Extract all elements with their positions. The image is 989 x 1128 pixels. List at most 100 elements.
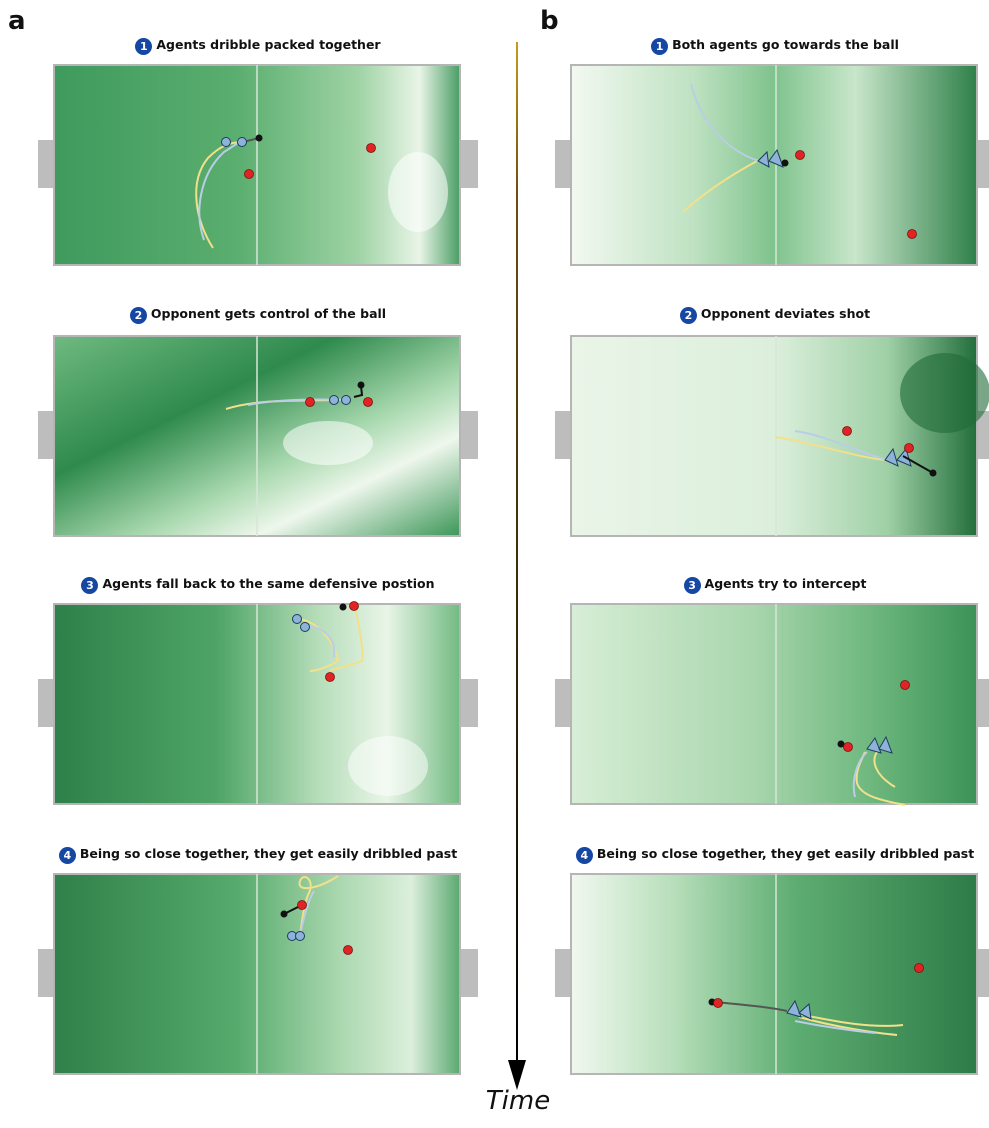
agent-marker-icon: [884, 447, 899, 467]
field-b1: [555, 64, 989, 266]
pitch: [570, 873, 978, 1075]
opponent-dot-icon: [305, 397, 315, 407]
agent-marker-icon: [341, 395, 351, 405]
opponent-dot-icon: [843, 742, 853, 752]
field-a3: [38, 601, 478, 805]
step-badge: 2: [129, 307, 147, 324]
ball-icon: [339, 603, 347, 611]
caption-a3: 3 Agents fall back to the same defensive …: [38, 575, 478, 594]
agent-marker-icon: [866, 736, 882, 754]
panel-label-a: a: [8, 6, 26, 36]
time-arrow-icon: [508, 42, 526, 1090]
pitch: [570, 603, 978, 805]
field-b2: [555, 335, 989, 537]
step-badge: 4: [58, 847, 76, 864]
caption-a1: 1 Agents dribble packed together: [38, 36, 478, 55]
opponent-dot-icon: [343, 945, 353, 955]
opponent-dot-icon: [325, 672, 335, 682]
agent-trail: [682, 160, 758, 213]
agent-trail: [794, 1020, 876, 1034]
ball-icon: [357, 381, 365, 389]
caption-text: Both agents go towards the ball: [672, 37, 899, 52]
goal-right: [977, 411, 989, 459]
agent-trail: [794, 430, 888, 461]
field-a1: [38, 64, 478, 266]
caption-text: Opponent gets control of the ball: [150, 306, 387, 321]
opponent-dot-icon: [900, 680, 910, 690]
agent-marker-icon: [292, 614, 302, 624]
agent-trail: [297, 618, 340, 672]
opponent-dot-icon: [366, 143, 376, 153]
goal-right: [460, 679, 478, 727]
goal-right: [977, 679, 989, 727]
opponent-dot-icon: [914, 963, 924, 973]
step-badge: 3: [81, 577, 99, 594]
caption-b2: 2 Opponent deviates shot: [555, 305, 989, 324]
goal-right: [460, 411, 478, 459]
agent-trail: [299, 890, 315, 936]
goal-left: [38, 679, 56, 727]
opponent-dot-icon: [713, 998, 723, 1008]
agent-trail: [198, 141, 242, 241]
ball-trail: [902, 455, 934, 474]
caption-a2: 2 Opponent gets control of the ball: [38, 305, 478, 324]
caption-b4: 4 Being so close together, they get easil…: [555, 845, 989, 864]
agent-marker-icon: [757, 150, 770, 168]
agent-marker-icon: [768, 148, 784, 168]
agent-marker-icon: [798, 1002, 812, 1020]
caption-text: Being so close together, they get easily…: [596, 846, 975, 861]
agent-trail: [774, 436, 886, 461]
field-a2: [38, 335, 478, 537]
goal-right: [977, 140, 989, 188]
caption-text: Agents dribble packed together: [156, 37, 381, 52]
step-badge: 3: [683, 577, 701, 594]
ball-icon: [929, 469, 937, 477]
caption-b3: 3 Agents try to intercept: [555, 575, 989, 594]
goal-left: [38, 949, 56, 997]
ball-trail: [353, 385, 364, 398]
ball-icon: [255, 134, 263, 142]
step-badge: 2: [679, 307, 697, 324]
goal-right: [977, 949, 989, 997]
opponent-dot-icon: [244, 169, 254, 179]
caption-text: Agents try to intercept: [704, 576, 867, 591]
agent-trail: [690, 83, 760, 162]
opponent-dot-icon: [795, 150, 805, 160]
agent-trail: [873, 751, 896, 788]
agent-marker-icon: [878, 735, 893, 754]
step-badge: 4: [575, 847, 593, 864]
step-badge: 1: [651, 38, 669, 55]
agent-marker-icon: [329, 395, 339, 405]
goal-left: [38, 411, 56, 459]
caption-text: Opponent deviates shot: [700, 306, 871, 321]
goal-left: [555, 140, 573, 188]
opponent-dot-icon: [904, 443, 914, 453]
agent-trail: [305, 624, 336, 658]
opponent-dot-icon: [297, 900, 307, 910]
agent-trail: [852, 751, 868, 798]
field-b3: [555, 603, 989, 806]
ball-icon: [837, 740, 845, 748]
caption-b1: 1 Both agents go towards the ball: [555, 36, 989, 55]
ball-icon: [280, 910, 288, 918]
opponent-dot-icon: [349, 601, 359, 611]
opponent-dot-icon: [907, 229, 917, 239]
goal-left: [38, 140, 56, 188]
agent-trail: [798, 1016, 898, 1036]
goal-left: [555, 949, 573, 997]
field-a4: [38, 873, 478, 1075]
agent-marker-icon: [786, 999, 802, 1018]
agent-marker-icon: [221, 137, 231, 147]
caption-a4: 4 Being so close together, they get easil…: [38, 845, 478, 864]
caption-text: Being so close together, they get easily…: [79, 846, 458, 861]
opponent-dot-icon: [363, 397, 373, 407]
agent-marker-icon: [295, 931, 305, 941]
time-axis-label: Time: [485, 1086, 551, 1116]
panel-label-b: b: [540, 6, 559, 36]
goal-right: [460, 949, 478, 997]
opponent-dot-icon: [842, 426, 852, 436]
goal-left: [555, 411, 573, 459]
field-b4: [555, 873, 989, 1075]
caption-text: Agents fall back to the same defensive p…: [102, 576, 435, 591]
agent-marker-icon: [300, 622, 310, 632]
